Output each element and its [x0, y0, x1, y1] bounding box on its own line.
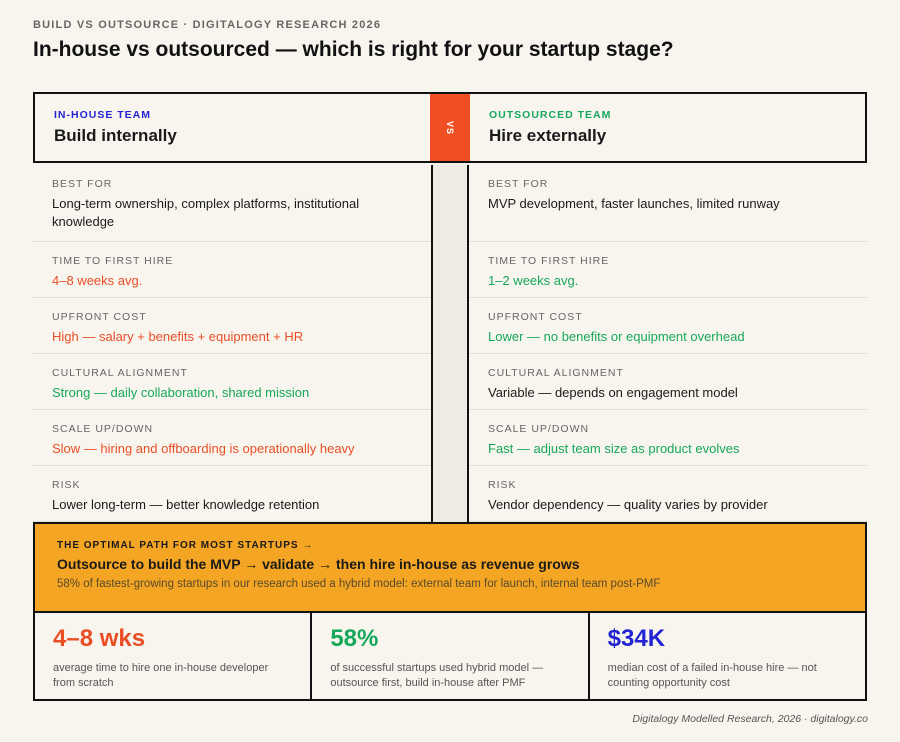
row-label: TIME TO FIRST HIRE — [52, 255, 174, 267]
row-label: RISK — [488, 479, 517, 491]
stat-value: 4–8 wks — [53, 625, 146, 652]
divider-column — [431, 354, 469, 410]
row-text: High — salary + benefits + equipment + H… — [52, 329, 304, 344]
row-label: TIME TO FIRST HIRE — [488, 255, 610, 267]
row-text: MVP development, faster launches, limite… — [488, 196, 780, 211]
stat-value: $34K — [607, 625, 666, 652]
tag: OUTSOURCED TEAM — [489, 109, 612, 121]
stat-value: 58% — [330, 625, 379, 652]
vs-label: VS — [444, 120, 455, 135]
comparison-row: SCALE UP/DOWN Slow — hiring and offboardi… — [33, 410, 867, 466]
comparison-row: UPFRONT COST High — salary + benefits + e… — [33, 298, 867, 354]
header-title: Build internally — [54, 126, 177, 145]
divider-column — [431, 466, 469, 522]
title: In-house vs outsourced — which is right … — [33, 38, 674, 61]
callout-note: 58% of fastest-growing startups in our r… — [57, 578, 661, 590]
stat-text: median cost of a failed in-house hire — … — [607, 662, 817, 689]
stat: 4–8 wks average time to hire one in-house… — [35, 611, 313, 699]
stat-text: average time to hire one in-house develo… — [53, 662, 269, 689]
row-text: Long-term ownership, complex platforms, … — [52, 196, 360, 229]
stat-text: of successful startups used hybrid model… — [330, 662, 544, 689]
left-header: IN-HOUSE TEAM Build internally — [35, 94, 430, 161]
row-text: Variable — depends on engagement model — [488, 385, 738, 400]
divider-column — [431, 242, 469, 298]
divider-column — [431, 165, 469, 242]
right-header: OUTSOURCED TEAM Hire externally — [470, 94, 865, 161]
row-label: CULTURAL ALIGNMENT — [52, 367, 188, 379]
row-label: RISK — [52, 479, 81, 491]
row-label: SCALE UP/DOWN — [52, 423, 154, 435]
row-label: CULTURAL ALIGNMENT — [488, 367, 624, 379]
row-text: Fast — adjust team size as product evolv… — [488, 441, 740, 456]
tag: IN-HOUSE TEAM — [54, 109, 151, 121]
right-cell: CULTURAL ALIGNMENT Variable — depends on … — [469, 354, 867, 410]
right-cell: TIME TO FIRST HIRE 1–2 weeks avg. — [469, 242, 867, 298]
left-cell: CULTURAL ALIGNMENT Strong — daily collabo… — [33, 354, 431, 410]
divider-column — [431, 410, 469, 466]
row-label: UPFRONT COST — [52, 311, 147, 323]
header-title: Hire externally — [489, 126, 607, 145]
left-cell: RISK Lower long-term — better knowledge r… — [33, 466, 431, 522]
row-text: Strong — daily collaboration, shared mis… — [52, 385, 310, 400]
row-label: UPFRONT COST — [488, 311, 583, 323]
comparison-row: RISK Lower long-term — better knowledge r… — [33, 466, 867, 522]
left-cell: SCALE UP/DOWN Slow — hiring and offboardi… — [33, 410, 431, 466]
right-cell: SCALE UP/DOWN Fast — adjust team size as … — [469, 410, 867, 466]
stat: 58% of successful startups used hybrid mo… — [312, 611, 590, 699]
comparison-row: CULTURAL ALIGNMENT Strong — daily collabo… — [33, 354, 867, 410]
left-cell: TIME TO FIRST HIRE 4–8 weeks avg. — [33, 242, 431, 298]
row-label: SCALE UP/DOWN — [488, 423, 590, 435]
callout: THE OPTIMAL PATH FOR MOST STARTUPS → Out… — [33, 522, 867, 613]
vs-badge: VS — [430, 94, 470, 161]
comparison-header: IN-HOUSE TEAM Build internally VS OUTSOUR… — [33, 92, 867, 163]
callout-title: Outsource to build the MVP → validate → … — [57, 556, 580, 572]
row-text: 4–8 weeks avg. — [52, 273, 143, 288]
row-text: Vendor dependency — quality varies by pr… — [488, 497, 768, 512]
divider-column — [431, 298, 469, 354]
right-cell: BEST FOR MVP development, faster launches… — [469, 165, 867, 242]
comparison-row: BEST FOR Long-term ownership, complex pla… — [33, 165, 867, 242]
left-cell: BEST FOR Long-term ownership, complex pla… — [33, 165, 431, 242]
row-text: 1–2 weeks avg. — [488, 273, 579, 288]
callout-kicker: THE OPTIMAL PATH FOR MOST STARTUPS → — [57, 540, 314, 551]
stat: $34K median cost of a failed in-house hir… — [590, 611, 865, 699]
row-text: Lower long-term — better knowledge reten… — [52, 497, 320, 512]
row-label: BEST FOR — [488, 178, 549, 190]
right-cell: UPFRONT COST Lower — no benefits or equip… — [469, 298, 867, 354]
comparison-row: TIME TO FIRST HIRE 4–8 weeks avg. TIME TO … — [33, 242, 867, 298]
row-text: Lower — no benefits or equipment overhea… — [488, 329, 745, 344]
row-label: BEST FOR — [52, 178, 113, 190]
left-cell: UPFRONT COST High — salary + benefits + e… — [33, 298, 431, 354]
stats: 4–8 wks average time to hire one in-house… — [33, 611, 867, 701]
footer: Digitalogy Modelled Research, 2026 · dig… — [632, 713, 868, 725]
kicker: BUILD VS OUTSOURCE · DIGITALOGY RESEARCH… — [33, 19, 382, 31]
comparison-rows: BEST FOR Long-term ownership, complex pla… — [33, 165, 867, 522]
row-text: Slow — hiring and offboarding is operati… — [52, 441, 355, 456]
right-cell: RISK Vendor dependency — quality varies b… — [469, 466, 867, 522]
